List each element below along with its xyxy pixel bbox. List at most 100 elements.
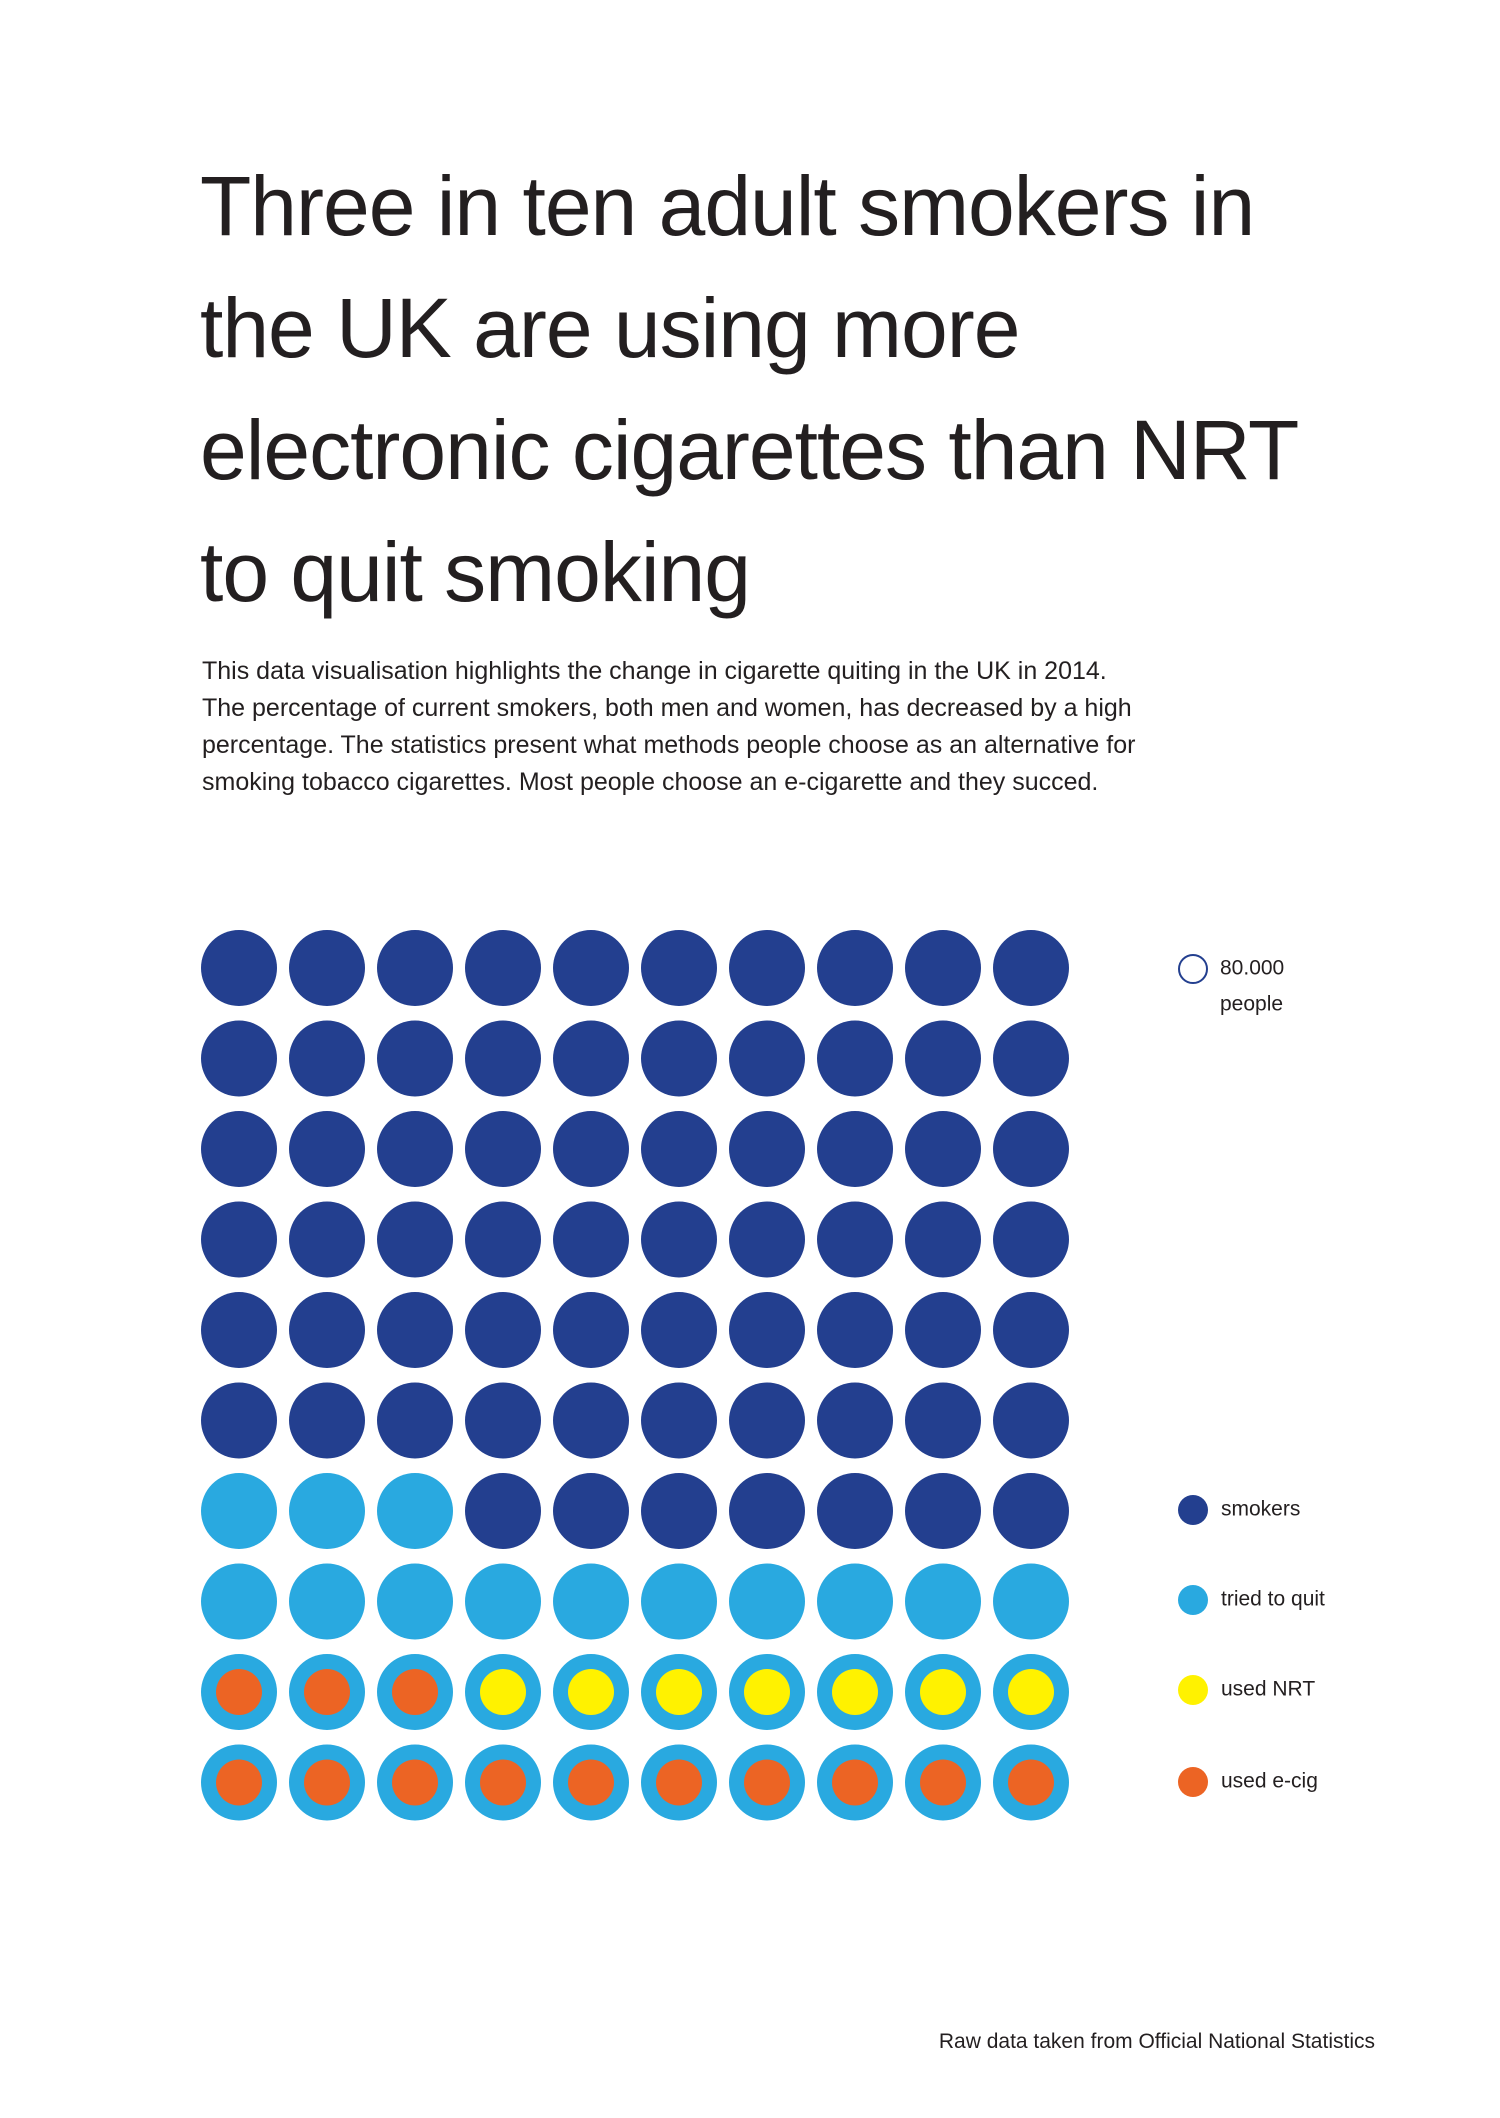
waffle-inner-cell [480, 1669, 526, 1715]
waffle-cell [729, 1382, 805, 1459]
waffle-cell [729, 1111, 805, 1187]
waffle-cell [553, 930, 629, 1006]
waffle-cell [201, 1292, 277, 1368]
waffle-cell [465, 1292, 541, 1368]
waffle-cell [465, 930, 541, 1006]
waffle-cell [465, 1563, 541, 1640]
legend-swatch [1178, 1495, 1208, 1525]
waffle-cell [817, 1563, 893, 1640]
legend-swatch [1178, 1767, 1208, 1797]
waffle-cell [289, 1473, 365, 1549]
waffle-cell [993, 930, 1069, 1006]
legend-label: used e-cig [1221, 1770, 1318, 1793]
waffle-cell [377, 1201, 453, 1278]
waffle-cell [817, 1292, 893, 1368]
waffle-inner-cell [480, 1759, 526, 1806]
waffle-cell [905, 1201, 981, 1278]
waffle-cell [201, 1020, 277, 1097]
waffle-cell [729, 1201, 805, 1278]
waffle-cell [289, 930, 365, 1006]
waffle-cell [553, 1201, 629, 1278]
waffle-cell [377, 1473, 453, 1549]
waffle-inner-cell [392, 1669, 438, 1715]
waffle-cell [553, 1473, 629, 1549]
waffle-cell [817, 1020, 893, 1097]
waffle-cell [377, 930, 453, 1006]
waffle-cell [377, 1020, 453, 1097]
waffle-cell [993, 1473, 1069, 1549]
waffle-cell [729, 1563, 805, 1640]
waffle-cell [289, 1111, 365, 1187]
waffle-cell [289, 1020, 365, 1097]
waffle-inner-cell [656, 1759, 702, 1806]
legend-label: used NRT [1221, 1678, 1315, 1701]
waffle-cell [817, 1382, 893, 1459]
waffle-cell [641, 1201, 717, 1278]
waffle-cell [817, 1201, 893, 1278]
waffle-cell [905, 1292, 981, 1368]
waffle-cell [905, 930, 981, 1006]
description: This data visualisation highlights the c… [202, 657, 1136, 796]
unit-icon [1178, 954, 1208, 984]
waffle-cell [993, 1292, 1069, 1368]
waffle-cell [729, 1020, 805, 1097]
waffle-inner-cell [1008, 1759, 1054, 1806]
legend-swatch [1178, 1675, 1208, 1705]
waffle-inner-cell [568, 1759, 614, 1806]
source-note: Raw data taken from Official National St… [938, 2030, 1375, 2053]
waffle-cell [465, 1382, 541, 1459]
waffle-cell [641, 1382, 717, 1459]
waffle-cell [201, 1201, 277, 1278]
waffle-cell [289, 1292, 365, 1368]
waffle-cell [817, 1473, 893, 1549]
waffle-cell [993, 1382, 1069, 1459]
waffle-inner-cell [216, 1669, 262, 1715]
legend-label: tried to quit [1221, 1588, 1325, 1611]
waffle-inner-cell [1008, 1669, 1054, 1715]
waffle-cell [553, 1292, 629, 1368]
waffle-cell [201, 930, 277, 1006]
waffle-cell [201, 1111, 277, 1187]
waffle-cell [377, 1563, 453, 1640]
waffle-inner-cell [920, 1759, 966, 1806]
waffle-cell [729, 930, 805, 1006]
waffle-cell [289, 1563, 365, 1640]
waffle-cell [993, 1020, 1069, 1097]
waffle-inner-cell [216, 1759, 262, 1806]
waffle-inner-cell [832, 1759, 878, 1806]
waffle-cell [641, 1020, 717, 1097]
waffle-inner-cell [920, 1669, 966, 1715]
waffle-cell [993, 1111, 1069, 1187]
waffle-inner-cell [832, 1669, 878, 1715]
waffle-cell [289, 1382, 365, 1459]
waffle-cell [905, 1382, 981, 1459]
unit-value: 80.000 [1220, 957, 1284, 980]
waffle-cell [641, 1292, 717, 1368]
waffle-cell [729, 1292, 805, 1368]
waffle-cell [641, 1111, 717, 1187]
waffle-inner-cell [304, 1669, 350, 1715]
waffle-inner-cell [744, 1669, 790, 1715]
waffle-cell [905, 1111, 981, 1187]
waffle-cell [289, 1201, 365, 1278]
legend-label: smokers [1221, 1498, 1300, 1521]
waffle-inner-cell [568, 1669, 614, 1715]
waffle-cell [905, 1563, 981, 1640]
waffle-cell [641, 1563, 717, 1640]
waffle-inner-cell [656, 1669, 702, 1715]
waffle-cell [993, 1201, 1069, 1278]
waffle-cell [553, 1111, 629, 1187]
waffle-cell [201, 1382, 277, 1459]
waffle-cell [377, 1292, 453, 1368]
legend-swatch [1178, 1585, 1208, 1615]
waffle-cell [465, 1473, 541, 1549]
waffle-cell [905, 1473, 981, 1549]
title: Three in ten adult smokers in the UK are… [200, 159, 1298, 619]
waffle-cell [201, 1563, 277, 1640]
waffle-cell [465, 1020, 541, 1097]
waffle-cell [993, 1563, 1069, 1640]
waffle-cell [377, 1382, 453, 1459]
unit-text: people [1220, 993, 1283, 1016]
